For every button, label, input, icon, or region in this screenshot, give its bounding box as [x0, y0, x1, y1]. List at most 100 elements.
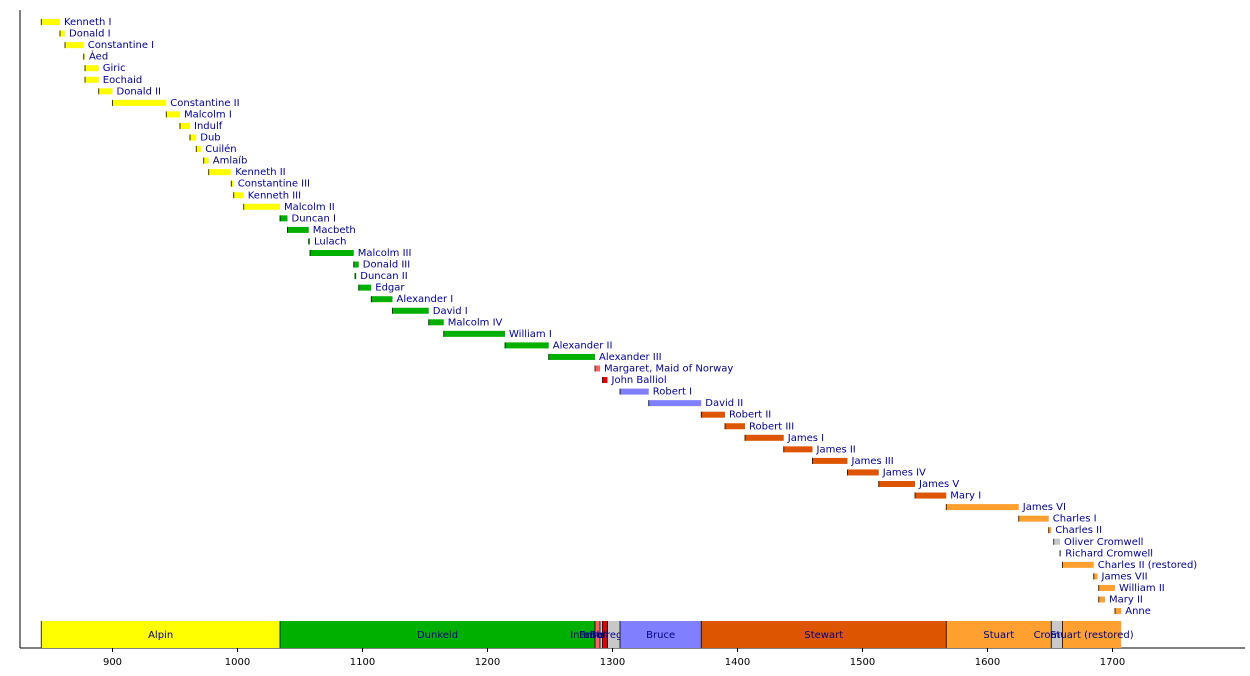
reign-bar — [180, 122, 190, 129]
reign-bar — [946, 504, 1019, 511]
monarch-label: Constantine II — [170, 98, 239, 109]
reign-bar — [648, 400, 702, 407]
monarch-label: Charles I — [1053, 514, 1097, 525]
dynasty-bar — [595, 621, 600, 648]
dynasty-bar — [946, 621, 1052, 648]
monarch-label: David II — [705, 398, 743, 409]
dynasty-bar — [701, 621, 947, 648]
monarch-label: James III — [851, 456, 894, 467]
reign-bar — [98, 88, 113, 95]
reign-bar — [65, 42, 84, 49]
monarch-label: Malcolm IV — [448, 317, 503, 328]
reign-bar — [1115, 608, 1122, 615]
reign-bar — [203, 157, 209, 164]
reign-bar — [1093, 573, 1098, 580]
monarch-label: James V — [918, 479, 959, 490]
dynasty-bar — [620, 621, 702, 648]
monarch-label: James I — [787, 433, 824, 444]
reign-bar — [41, 19, 60, 25]
reign-bar — [310, 250, 354, 256]
reign-bar — [1060, 550, 1062, 557]
dynasty-bar — [280, 621, 595, 648]
x-tick-label: 1700 — [1100, 657, 1125, 668]
monarch-label: David I — [433, 306, 468, 317]
monarch-label: Kenneth II — [235, 167, 285, 178]
dynasty-label: Interregnum — [583, 630, 645, 641]
reign-bar — [287, 226, 309, 233]
dynasty-label: Dunkeld — [417, 630, 458, 641]
reign-bar — [231, 180, 234, 187]
x-tick-label: 1500 — [850, 657, 875, 668]
monarch-label: Oliver Cromwell — [1064, 537, 1143, 548]
monarch-label: Áed — [89, 50, 108, 63]
reign-bar — [392, 307, 429, 314]
dynasty-label: Interregnum — [570, 630, 632, 641]
dynasty-label: Balliol — [590, 630, 620, 641]
reign-bar — [1098, 596, 1105, 603]
reign-bar — [308, 238, 310, 245]
monarch-label: Kenneth III — [248, 190, 301, 201]
reign-bar — [847, 469, 879, 476]
reign-bar — [701, 411, 725, 418]
monarch-label: Mary I — [950, 491, 981, 502]
reign-bar — [190, 134, 197, 141]
monarch-label: Margaret, Maid of Norway — [604, 364, 733, 375]
reign-bar — [595, 365, 600, 372]
monarch-label: Lulach — [314, 236, 346, 247]
dynasty-label: Stuart (restored) — [1050, 630, 1134, 641]
monarch-label: Dub — [200, 133, 220, 144]
reign-bar — [428, 319, 444, 326]
reign-bar — [196, 146, 202, 153]
reign-bar — [208, 169, 232, 176]
reign-bar — [243, 203, 280, 210]
reign-bar — [505, 342, 549, 349]
monarch-label: Duncan I — [292, 213, 336, 224]
reign-bar — [443, 330, 505, 337]
x-tick-label: 1600 — [975, 657, 1000, 668]
monarch-label: Amlaíb — [213, 155, 248, 167]
monarch-label: Robert III — [749, 421, 794, 432]
reign-bar — [233, 192, 244, 199]
x-tick-label: 1100 — [350, 657, 375, 668]
reign-bar — [1053, 538, 1060, 545]
reign-bar — [353, 261, 359, 268]
dynasty-bar — [1062, 621, 1122, 648]
monarch-label: Richard Cromwell — [1065, 548, 1153, 559]
monarch-label: James II — [816, 444, 856, 455]
dynasty-bar — [602, 621, 608, 648]
reign-bar — [1018, 515, 1049, 522]
monarch-label: James VII — [1101, 571, 1148, 582]
x-tick-label: 1200 — [475, 657, 500, 668]
x-tick-label: 1400 — [725, 657, 750, 668]
monarch-label: Donald III — [363, 260, 410, 271]
monarch-label: Edgar — [375, 283, 405, 294]
monarch-label: Alexander I — [397, 294, 454, 305]
reign-bar — [83, 53, 85, 60]
reign-bar — [60, 30, 65, 37]
monarch-label: Donald I — [69, 29, 111, 40]
reign-bar — [355, 273, 357, 280]
reign-bar — [783, 446, 813, 453]
reign-bar — [1048, 527, 1052, 534]
monarch-label: Duncan II — [360, 271, 407, 282]
dynasty-label: Alpin — [148, 630, 173, 641]
monarch-label: Malcolm III — [358, 248, 412, 259]
monarch-label: Giric — [103, 63, 126, 74]
dynasty-bar — [1051, 621, 1063, 648]
dynasty-label: Bruce — [646, 630, 675, 641]
monarch-label: Indulf — [194, 121, 223, 132]
monarch-label: Robert I — [653, 387, 692, 398]
reign-bar — [745, 434, 784, 441]
monarch-label: Cuilén — [205, 143, 236, 155]
x-tick-label: 900 — [103, 657, 122, 668]
reign-bar — [548, 353, 595, 360]
dynasty-label: Fairhair — [579, 630, 617, 641]
monarch-label: Constantine III — [238, 179, 310, 190]
dynasty-label: Cromwell — [1034, 630, 1081, 641]
monarch-label: Macbeth — [313, 225, 356, 236]
x-tick-label: 1000 — [225, 657, 250, 668]
monarch-label: Charles II — [1055, 525, 1102, 536]
reign-bar — [878, 481, 915, 487]
monarch-label: William II — [1119, 583, 1165, 594]
monarch-label: Malcolm II — [284, 202, 335, 213]
